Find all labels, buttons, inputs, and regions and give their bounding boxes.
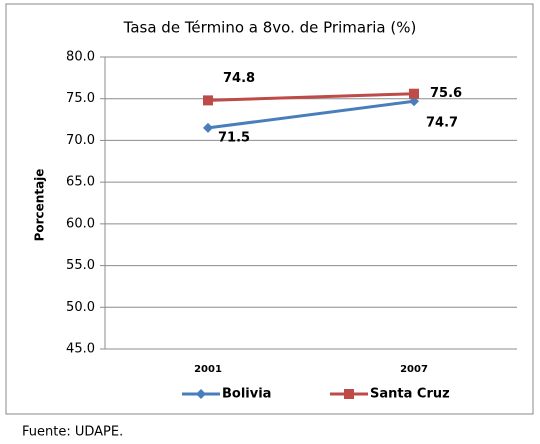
data-label: 75.6 <box>430 86 462 101</box>
marker <box>203 122 213 133</box>
y-axis-label: Porcentaje <box>33 169 47 242</box>
marker <box>409 96 419 107</box>
data-label: 74.7 <box>426 116 458 131</box>
series-line <box>207 99 415 130</box>
marker <box>196 389 206 399</box>
data-label: 71.5 <box>218 130 250 145</box>
y-tick-label: 75.0 <box>66 91 95 106</box>
chart-frame <box>5 3 534 415</box>
chart-title: Tasa de Término a 8vo. de Primaria (%) <box>123 19 417 37</box>
legend-label: Bolivia <box>222 387 271 402</box>
y-tick-label: 60.0 <box>66 216 95 231</box>
marker <box>344 389 354 399</box>
data-label: 74.8 <box>223 71 255 86</box>
y-tick-label: 80.0 <box>66 50 95 65</box>
y-tick-label: 65.0 <box>66 175 95 190</box>
source-note: Fuente: UDAPE. <box>22 425 123 440</box>
x-tick-label: 2007 <box>400 364 428 375</box>
series-line <box>207 92 415 102</box>
x-tick-label: 2001 <box>194 364 222 375</box>
marker <box>203 95 213 106</box>
y-tick-label: 50.0 <box>66 300 95 315</box>
y-tick-label: 55.0 <box>66 258 95 273</box>
marker <box>409 88 419 99</box>
legend-label: Santa Cruz <box>370 387 450 402</box>
y-tick-label: 70.0 <box>66 133 95 148</box>
y-tick-label: 45.0 <box>66 342 95 357</box>
